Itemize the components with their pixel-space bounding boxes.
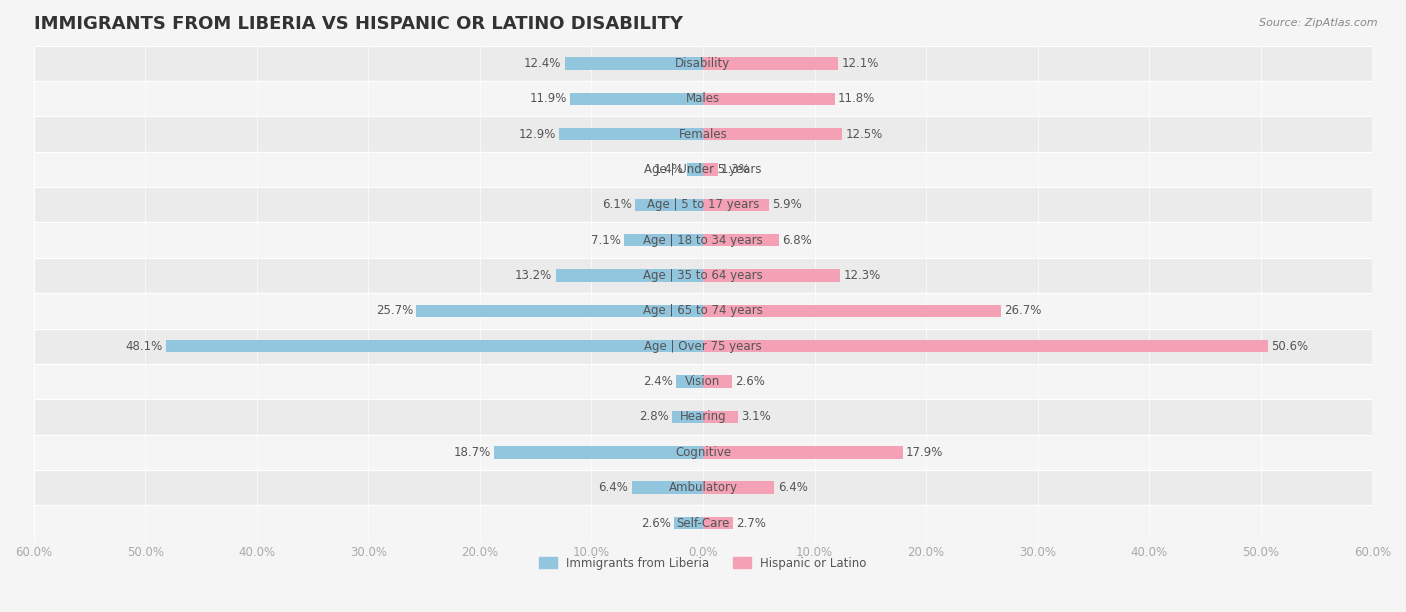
Text: 2.6%: 2.6% — [735, 375, 765, 388]
Text: 5.9%: 5.9% — [772, 198, 801, 211]
Text: 3.1%: 3.1% — [741, 411, 770, 424]
Text: 13.2%: 13.2% — [515, 269, 553, 282]
Text: 26.7%: 26.7% — [1004, 304, 1042, 318]
Text: 11.9%: 11.9% — [530, 92, 567, 105]
Text: Ambulatory: Ambulatory — [668, 481, 738, 494]
Bar — [688, 163, 703, 176]
Bar — [703, 411, 738, 423]
Bar — [703, 128, 842, 140]
Bar — [703, 234, 779, 247]
Bar — [673, 517, 703, 529]
Bar — [703, 269, 841, 282]
Text: 12.9%: 12.9% — [519, 127, 555, 141]
Text: 6.1%: 6.1% — [602, 198, 631, 211]
Text: 2.8%: 2.8% — [638, 411, 668, 424]
Bar — [34, 470, 1372, 506]
Bar — [34, 506, 1372, 541]
Text: 48.1%: 48.1% — [125, 340, 163, 353]
Bar — [571, 92, 703, 105]
Bar — [34, 435, 1372, 470]
Bar — [703, 163, 717, 176]
Text: Cognitive: Cognitive — [675, 446, 731, 459]
Text: Age | 18 to 34 years: Age | 18 to 34 years — [643, 234, 763, 247]
Text: Females: Females — [679, 127, 727, 141]
Bar — [631, 482, 703, 494]
Text: Age | 5 to 17 years: Age | 5 to 17 years — [647, 198, 759, 211]
Text: 12.3%: 12.3% — [844, 269, 880, 282]
Bar — [703, 482, 775, 494]
Text: 25.7%: 25.7% — [375, 304, 413, 318]
Text: 6.4%: 6.4% — [599, 481, 628, 494]
Text: Age | Under 5 years: Age | Under 5 years — [644, 163, 762, 176]
Text: Vision: Vision — [685, 375, 721, 388]
Bar — [703, 446, 903, 458]
Text: Disability: Disability — [675, 57, 731, 70]
Text: 6.4%: 6.4% — [778, 481, 807, 494]
Text: 1.3%: 1.3% — [721, 163, 751, 176]
Bar — [703, 57, 838, 70]
Text: 2.6%: 2.6% — [641, 517, 671, 529]
Bar — [624, 234, 703, 247]
Bar — [166, 340, 703, 353]
Bar — [34, 187, 1372, 223]
Text: IMMIGRANTS FROM LIBERIA VS HISPANIC OR LATINO DISABILITY: IMMIGRANTS FROM LIBERIA VS HISPANIC OR L… — [34, 15, 682, 33]
Bar — [703, 375, 733, 388]
Text: Age | Over 75 years: Age | Over 75 years — [644, 340, 762, 353]
Text: 7.1%: 7.1% — [591, 234, 620, 247]
Text: Source: ZipAtlas.com: Source: ZipAtlas.com — [1260, 18, 1378, 28]
Text: Age | 65 to 74 years: Age | 65 to 74 years — [643, 304, 763, 318]
Bar — [34, 81, 1372, 116]
Bar — [672, 411, 703, 423]
Text: 11.8%: 11.8% — [838, 92, 876, 105]
Bar — [495, 446, 703, 458]
Bar — [636, 199, 703, 211]
Text: 12.1%: 12.1% — [841, 57, 879, 70]
Bar — [703, 305, 1001, 317]
Text: 1.4%: 1.4% — [654, 163, 685, 176]
Text: 12.5%: 12.5% — [846, 127, 883, 141]
Bar — [34, 116, 1372, 152]
Bar — [703, 517, 733, 529]
Bar — [34, 46, 1372, 81]
Bar — [676, 375, 703, 388]
Bar — [703, 340, 1268, 353]
Bar — [34, 223, 1372, 258]
Bar — [416, 305, 703, 317]
Text: Males: Males — [686, 92, 720, 105]
Bar — [565, 57, 703, 70]
Text: 12.4%: 12.4% — [524, 57, 561, 70]
Bar — [34, 293, 1372, 329]
Bar — [34, 329, 1372, 364]
Text: Age | 35 to 64 years: Age | 35 to 64 years — [643, 269, 763, 282]
Text: Self-Care: Self-Care — [676, 517, 730, 529]
Bar — [34, 399, 1372, 435]
Text: 2.4%: 2.4% — [643, 375, 673, 388]
Legend: Immigrants from Liberia, Hispanic or Latino: Immigrants from Liberia, Hispanic or Lat… — [534, 552, 872, 575]
Bar — [703, 199, 769, 211]
Text: 50.6%: 50.6% — [1271, 340, 1308, 353]
Bar — [34, 152, 1372, 187]
Bar — [34, 364, 1372, 399]
Bar — [703, 92, 835, 105]
Text: Hearing: Hearing — [679, 411, 727, 424]
Bar — [34, 258, 1372, 293]
Text: 17.9%: 17.9% — [905, 446, 943, 459]
Text: 18.7%: 18.7% — [454, 446, 491, 459]
Text: 6.8%: 6.8% — [782, 234, 813, 247]
Bar — [560, 128, 703, 140]
Bar — [555, 269, 703, 282]
Text: 2.7%: 2.7% — [737, 517, 766, 529]
